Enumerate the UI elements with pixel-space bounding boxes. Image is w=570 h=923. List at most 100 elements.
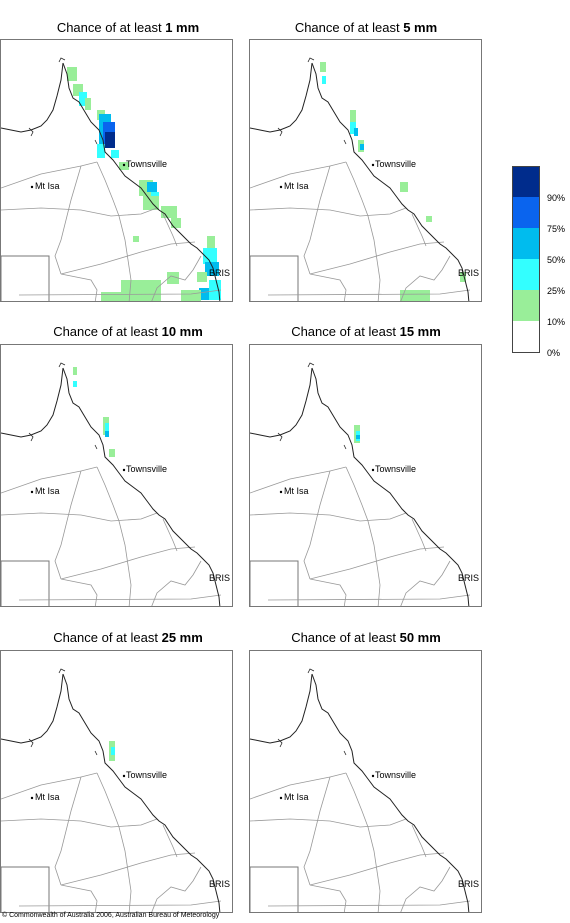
coastline: [94, 750, 98, 756]
coastline: [307, 668, 315, 674]
coastline: [62, 673, 221, 912]
probability-cell: [85, 98, 91, 110]
probability-cell: [73, 84, 83, 96]
probability-cell: [67, 67, 77, 81]
mt-isa-label: Mt Isa: [35, 486, 60, 496]
probability-cell: [101, 292, 131, 301]
district-boundary: [345, 772, 381, 912]
queensland-map: [1, 57, 222, 301]
copyright-notice: © Commonwealth of Australia 2006, Austra…: [2, 912, 220, 919]
district-boundary: [267, 900, 471, 907]
inset-box: [1, 255, 50, 301]
probability-cell: [161, 206, 177, 218]
district-boundary: [60, 578, 98, 606]
coastline: [62, 367, 221, 606]
probability-cell: [199, 288, 209, 300]
townsville-dot: [122, 468, 126, 472]
townsville-dot: [371, 468, 375, 472]
probability-legend: [512, 166, 540, 353]
district-boundary: [54, 165, 82, 275]
coastline: [1, 62, 64, 133]
brisbane-label: BRIS: [209, 879, 231, 889]
coastline: [307, 57, 315, 63]
district-boundary: [151, 866, 202, 912]
probability-cell: [105, 132, 115, 148]
district-boundary: [60, 273, 98, 301]
probability-cell: [133, 236, 139, 242]
townsville-label: Townsville: [126, 464, 168, 474]
probability-cell: [400, 290, 430, 301]
probability-cell: [203, 248, 217, 264]
legend-label-75: 75%: [547, 224, 566, 234]
panel-title-25mm: Chance of at least 25 mm: [53, 630, 203, 645]
coastline: [343, 139, 347, 145]
district-boundary: [96, 466, 132, 606]
district-boundary: [309, 273, 347, 301]
townsville-dot: [371, 774, 375, 778]
probability-cell: [79, 92, 87, 106]
queensland-map: [1, 362, 222, 606]
brisbane-label: BRIS: [458, 879, 480, 889]
mt-isa-label: Mt Isa: [35, 181, 60, 191]
district-boundary: [345, 161, 381, 301]
probability-cell: [350, 122, 356, 134]
townsville-label: Townsville: [126, 770, 168, 780]
panel-title-5mm: Chance of at least 5 mm: [294, 20, 438, 35]
brisbane-label: BRIS: [209, 268, 231, 278]
coastline: [58, 57, 66, 63]
district-boundary: [250, 512, 407, 522]
map-panel-15mm: Townsville Mt Isa BRIS: [249, 344, 482, 607]
probability-cell: [97, 144, 105, 158]
queensland-map: [250, 57, 471, 301]
coastline: [307, 362, 315, 368]
district-boundary: [411, 518, 427, 552]
townsville-dot: [122, 163, 126, 167]
probability-cell: [400, 182, 408, 192]
district-boundary: [54, 776, 82, 886]
district-boundary: [162, 824, 178, 858]
coastline: [1, 673, 64, 744]
probability-cell: [322, 76, 326, 84]
district-boundary: [400, 866, 451, 912]
district-boundary: [309, 578, 347, 606]
probability-cell: [111, 747, 115, 755]
district-boundary: [1, 207, 158, 217]
coastline: [311, 367, 470, 606]
coastline: [58, 362, 66, 368]
district-boundary: [303, 470, 331, 580]
townsville-dot: [371, 163, 375, 167]
district-boundary: [250, 207, 407, 217]
map-panel-5mm: Townsville Mt Isa BRIS: [249, 39, 482, 302]
probability-cell: [354, 128, 358, 136]
probability-cell: [171, 218, 181, 228]
panel-title-1mm: Chance of at least 1 mm: [56, 20, 200, 35]
district-boundary: [60, 241, 196, 275]
district-boundary: [151, 560, 202, 606]
district-boundary: [1, 772, 98, 800]
mt-isa-dot: [30, 185, 34, 189]
district-boundary: [18, 900, 222, 907]
legend-swatch-25: [512, 259, 540, 290]
probability-cell: [320, 62, 326, 72]
coastline: [58, 668, 66, 674]
map-panel-25mm: Townsville Mt Isa BRIS: [0, 650, 233, 913]
coastline: [277, 738, 283, 748]
coastline: [343, 750, 347, 756]
brisbane-label: BRIS: [458, 268, 480, 278]
legend-swatch-75: [512, 197, 540, 228]
coastline: [62, 62, 221, 301]
townsville-label: Townsville: [375, 159, 417, 169]
inset-box: [1, 560, 50, 606]
panel-title-15mm: Chance of at least 15 mm: [291, 324, 441, 339]
district-boundary: [1, 466, 98, 494]
coastline: [1, 367, 64, 438]
probability-cell: [356, 435, 360, 439]
coastline: [277, 127, 283, 137]
district-boundary: [400, 560, 451, 606]
district-boundary: [309, 852, 445, 886]
queensland-map: [1, 668, 222, 912]
townsville-label: Townsville: [375, 464, 417, 474]
district-boundary: [345, 466, 381, 606]
legend-label-90: 90%: [547, 193, 566, 203]
district-boundary: [96, 772, 132, 912]
